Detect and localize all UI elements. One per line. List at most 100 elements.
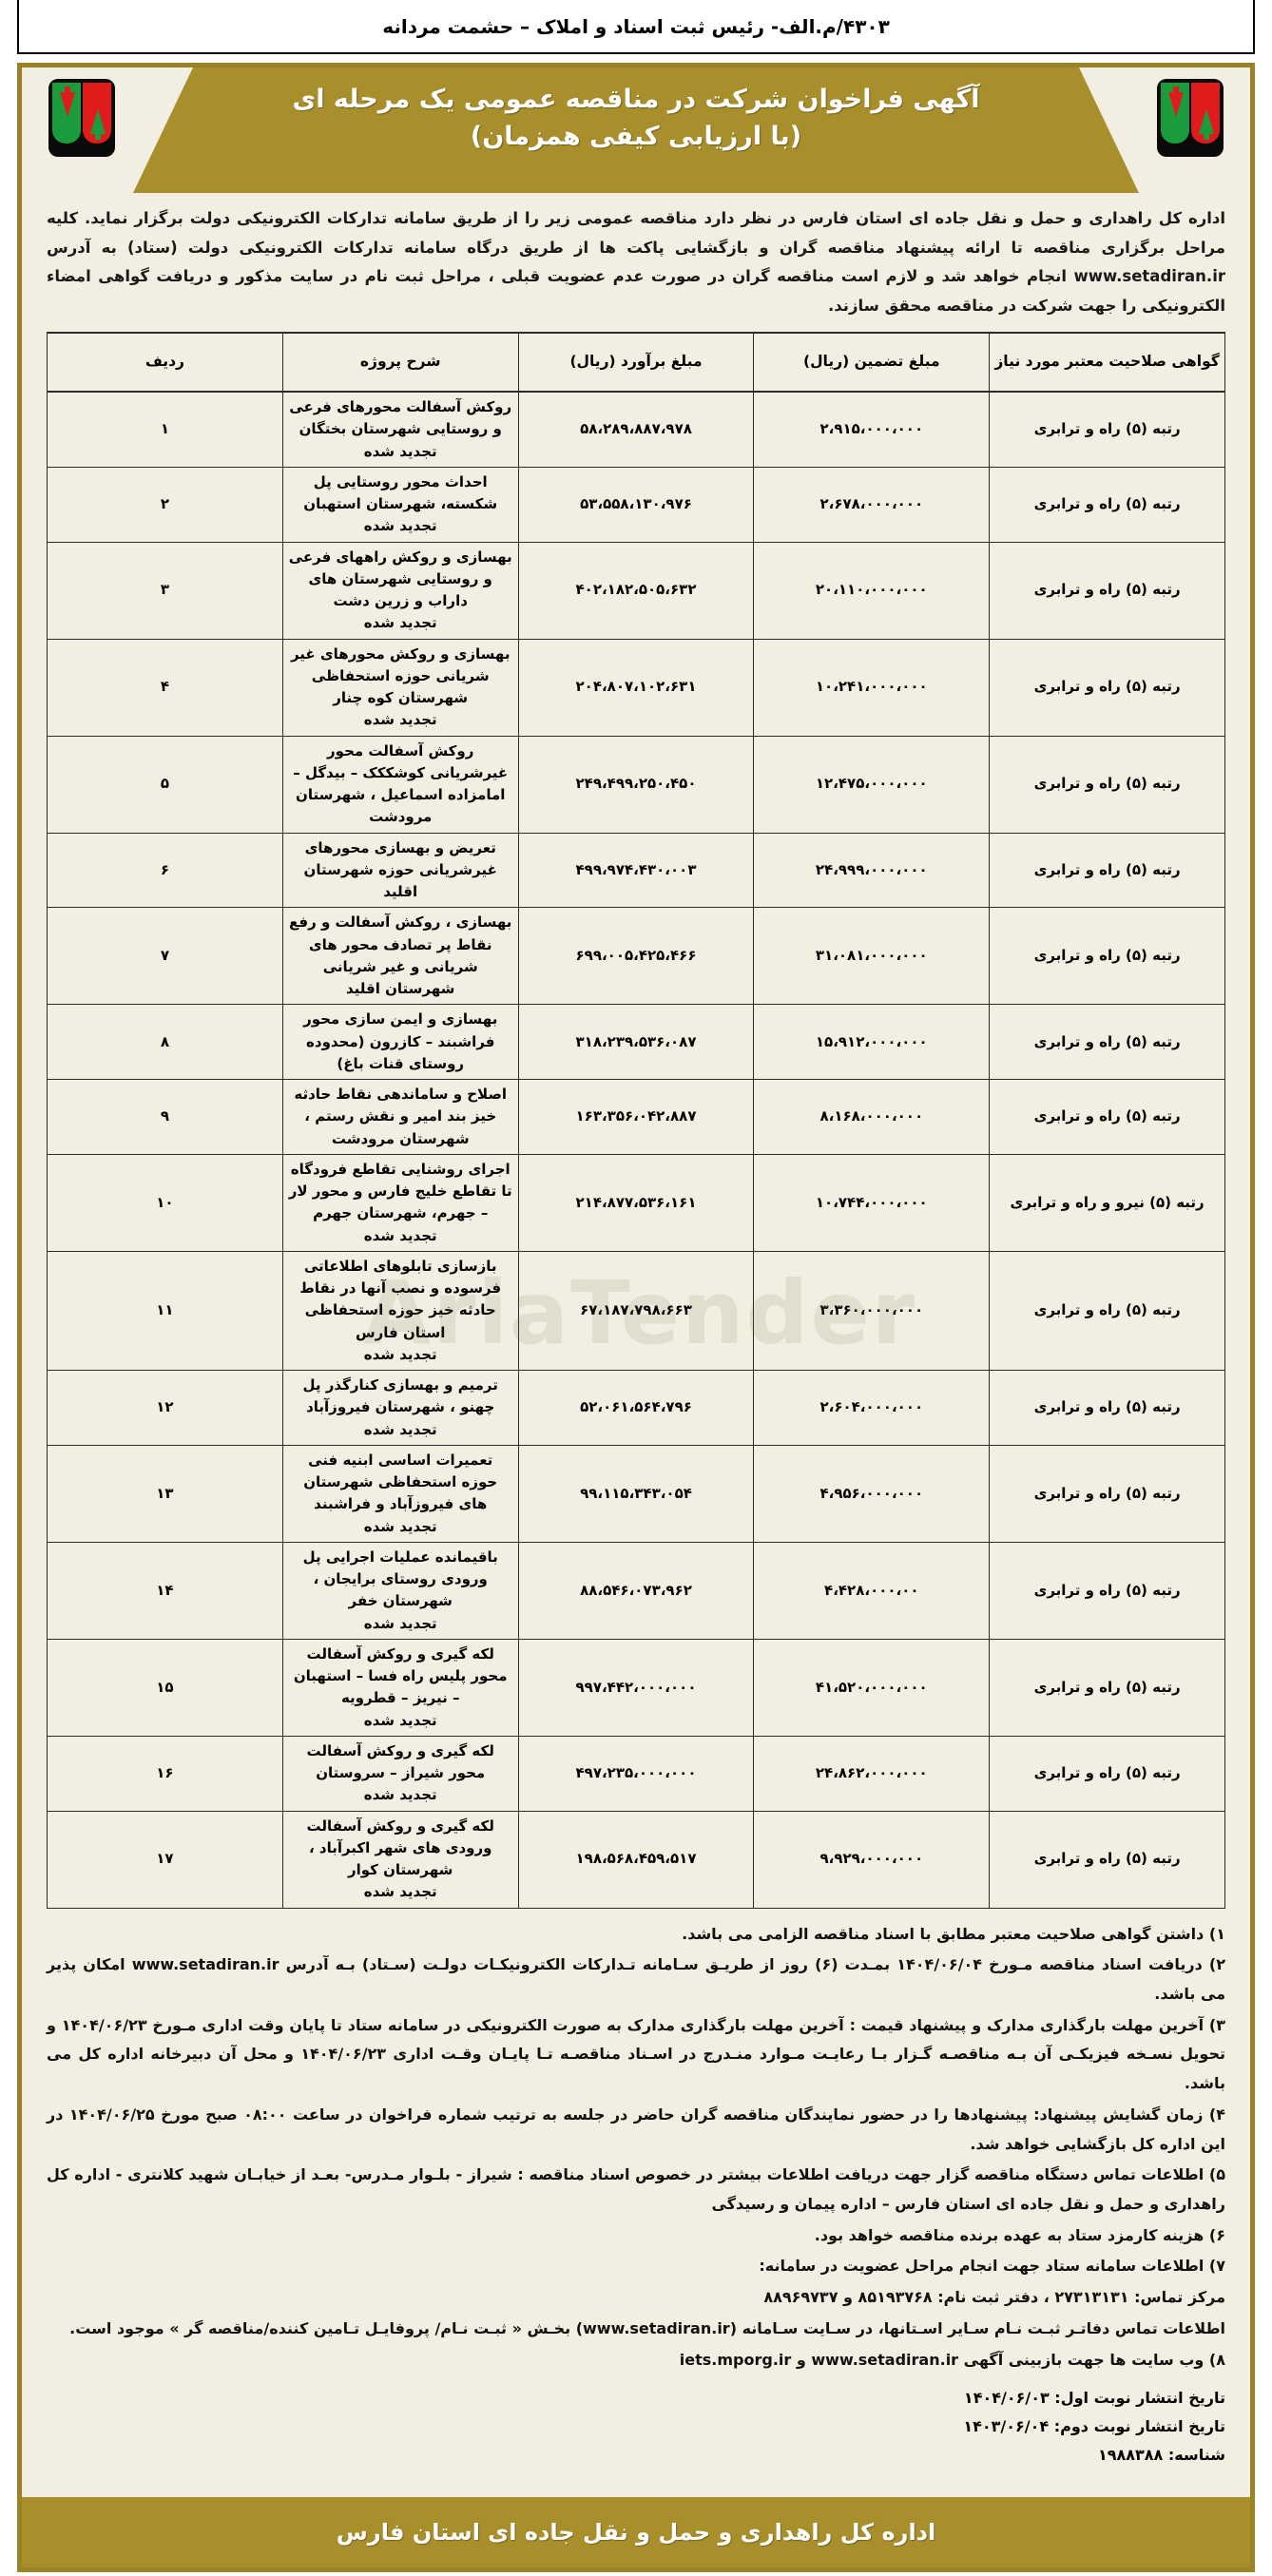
cell-guarantee: ۲،۶۷۸،۰۰۰،۰۰۰ <box>753 466 991 543</box>
tender-table: گواهی صلاحیت معتبر مورد نیاز مبلغ تضمین … <box>47 332 1225 1909</box>
table-row: رتبه (۵) راه و ترابری ۱۰،۲۴۱،۰۰۰،۰۰۰ ۲۰۴،۸… <box>47 638 1225 737</box>
cell-estimate: ۴۹۹،۹۷۴،۴۳۰،۰۰۳ <box>517 832 755 909</box>
project-description: تعمیرات اساسی ابنیه فنی حوزه استحفاظی شه… <box>303 1451 498 1513</box>
note-item: ۶) هزینه کارمزد ستاد به عهده برنده مناقص… <box>814 2225 1225 2244</box>
cell-row-number: ۱۰ <box>47 1153 283 1252</box>
cell-guarantee: ۹،۹۲۹،۰۰۰،۰۰۰ <box>753 1810 991 1909</box>
project-description: روکش آسفالت محور غیرشریانی کوشککک – بیدگ… <box>293 741 509 826</box>
cell-guarantee: ۲،۶۰۴،۰۰۰،۰۰۰ <box>753 1370 991 1446</box>
note-item: ۴) زمان گشایش پیشنهاد: پیشنهادها را در ح… <box>47 2105 1225 2153</box>
cell-guarantee: ۴۱،۵۲۰،۰۰۰،۰۰۰ <box>753 1638 991 1737</box>
table-row: رتبه (۵) راه و ترابری ۲،۶۷۸،۰۰۰،۰۰۰ ۵۳،۵۵۸… <box>47 466 1225 543</box>
cell-certificate: رتبه (۵) راه و ترابری <box>989 541 1225 640</box>
cell-row-number: ۱۴ <box>47 1541 283 1640</box>
cell-certificate: رتبه (۵) راه و ترابری <box>989 391 1225 468</box>
renewed-badge: تجدید شده <box>363 442 437 460</box>
cell-certificate: رتبه (۵) راه و ترابری <box>989 735 1225 834</box>
cell-estimate: ۵۸،۲۸۹،۸۸۷،۹۷۸ <box>517 391 755 468</box>
cell-description: بهسازی و روکش محورهای غیر شریانی حوزه اس… <box>281 638 519 737</box>
footer-organization-name: اداره کل راهداری و حمل و نقل جاده ای است… <box>336 2519 936 2546</box>
project-description: روکش آسفالت محورهای فرعی و روستایی شهرست… <box>289 398 512 438</box>
cell-estimate: ۶۷،۱۸۷،۷۹۸،۶۶۳ <box>517 1250 755 1372</box>
renewed-badge: تجدید شده <box>363 1711 437 1729</box>
cell-certificate: رتبه (۵) راه و ترابری <box>989 466 1225 543</box>
cell-guarantee: ۴،۹۵۶،۰۰۰،۰۰۰ <box>753 1444 991 1543</box>
project-description: تعریض و بهسازی محورهای غیرشریانی حوزه شه… <box>303 838 497 901</box>
cell-estimate: ۹۹۷،۴۴۲،۰۰۰،۰۰۰ <box>517 1638 755 1737</box>
cell-guarantee: ۳،۳۶۰،۰۰۰،۰۰۰ <box>753 1250 991 1372</box>
cell-certificate: رتبه (۵) راه و ترابری <box>989 1444 1225 1543</box>
cell-guarantee: ۱۲،۴۷۵،۰۰۰،۰۰۰ <box>753 735 991 834</box>
project-description: اصلاح و ساماندهی نقاط حادثه خیز بند امیر… <box>294 1086 508 1147</box>
table-row: رتبه (۵) راه و ترابری ۳،۳۶۰،۰۰۰،۰۰۰ ۶۷،۱۸۷… <box>47 1250 1225 1372</box>
cell-row-number: ۱ <box>47 391 283 468</box>
registry-strip-text: ۴۳۰۳/م.الف- رئیس ثبت اسناد و املاک – حشم… <box>382 14 890 38</box>
cell-description: باقیمانده عملیات اجرایی پل ورودی روستای … <box>281 1541 519 1640</box>
cell-description: بازسازی تابلوهای اطلاعاتی فرسوده و نصب آ… <box>281 1250 519 1372</box>
cell-certificate: رتبه (۵) راه و ترابری <box>989 832 1225 909</box>
cell-guarantee: ۸،۱۶۸،۰۰۰،۰۰۰ <box>753 1079 991 1155</box>
renewed-badge: تجدید شده <box>363 1226 437 1244</box>
project-description: لکه گیری و روکش آسفالت محور پلیس راه فسا… <box>293 1644 508 1707</box>
intro-paragraph: اداره کل راهداری و حمل و نقل جاده ای است… <box>47 209 1225 315</box>
renewed-badge: تجدید شده <box>363 1614 437 1632</box>
renewed-badge: تجدید شده <box>363 517 437 535</box>
cell-description: تعریض و بهسازی محورهای غیرشریانی حوزه شه… <box>281 832 519 909</box>
cell-estimate: ۱۶۳،۳۵۶،۰۴۲،۸۸۷ <box>517 1079 755 1155</box>
cell-row-number: ۶ <box>47 832 283 909</box>
note-item: مرکز تماس: ۲۷۳۱۳۱۳۱ ، دفتر ثبت نام: ۸۵۱۹… <box>763 2288 1225 2307</box>
tender-table-body: رتبه (۵) راه و ترابری ۲،۹۱۵،۰۰۰،۰۰۰ ۵۸،۲۸۹… <box>47 391 1225 1909</box>
tender-table-wrapper: گواهی صلاحیت معتبر مورد نیاز مبلغ تضمین … <box>22 326 1250 1909</box>
cell-description: احداث محور روستایی پل شکسته، شهرستان است… <box>281 466 519 543</box>
cell-estimate: ۴۰۲،۱۸۲،۵۰۵،۶۳۲ <box>517 541 755 640</box>
cell-guarantee: ۲،۹۱۵،۰۰۰،۰۰۰ <box>753 391 991 468</box>
publish-date-second: تاریخ انتشار نوبت دوم: ۱۴۰۳/۰۶/۰۴ <box>963 2416 1225 2435</box>
table-row: رتبه (۵) راه و ترابری ۲،۹۱۵،۰۰۰،۰۰۰ ۵۸،۲۸۹… <box>47 391 1225 468</box>
cell-certificate: رتبه (۵) راه و ترابری <box>989 638 1225 737</box>
project-description: بهسازی ، روکش آسفالت و رفع نقاط پر تصادف… <box>289 913 512 998</box>
table-row: رتبه (۵) راه و ترابری ۳۱،۰۸۱،۰۰۰،۰۰۰ ۶۹۹،۰… <box>47 907 1225 1006</box>
project-description: بهسازی و روکش محورهای غیر شریانی حوزه اس… <box>290 644 511 707</box>
project-description: لکه گیری و روکش آسفالت ورودی های شهر اکب… <box>306 1817 494 1879</box>
table-header-row: گواهی صلاحیت معتبر مورد نیاز مبلغ تضمین … <box>47 332 1225 394</box>
cell-estimate: ۳۱۸،۲۳۹،۵۳۶،۰۸۷ <box>517 1004 755 1081</box>
renewed-badge: تجدید شده <box>363 711 437 729</box>
cell-estimate: ۴۹۷،۲۳۵،۰۰۰،۰۰۰ <box>517 1735 755 1812</box>
cell-guarantee: ۴،۴۲۸،۰۰۰،۰۰ <box>753 1541 991 1640</box>
cell-certificate: رتبه (۵) راه و ترابری <box>989 1810 1225 1909</box>
project-description: ترمیم و بهسازی کنارگذر پل چهنو ، شهرستان… <box>302 1376 498 1416</box>
cell-certificate: رتبه (۵) راه و ترابری <box>989 1638 1225 1737</box>
renewed-badge: تجدید شده <box>363 1883 437 1901</box>
project-description: لکه گیری و روکش آسفالت محور شیراز – سروس… <box>306 1741 494 1782</box>
project-description: باقیمانده عملیات اجرایی پل ورودی روستای … <box>302 1548 498 1610</box>
banner-title-line2: (با ارزیابی کیفی همزمان) <box>470 122 802 152</box>
cell-description: لکه گیری و روکش آسفالت محور شیراز – سروس… <box>281 1735 519 1812</box>
table-row: رتبه (۵) راه و ترابری ۲۰،۱۱۰،۰۰۰،۰۰۰ ۴۰۲،۱… <box>47 541 1225 640</box>
cell-description: ترمیم و بهسازی کنارگذر پل چهنو ، شهرستان… <box>281 1370 519 1446</box>
note-item: ۸) وب سایت ها جهت بازبینی آگهی www.setad… <box>679 2350 1225 2369</box>
notes-list: ۱) داشتن گواهی صلاحیت معتبر مطابق با اسن… <box>22 1909 1250 2381</box>
page-footer: اداره کل راهداری و حمل و نقل جاده ای است… <box>22 2497 1250 2567</box>
cell-certificate: رتبه (۵) راه و ترابری <box>989 1735 1225 1812</box>
cell-certificate: رتبه (۵) راه و ترابری <box>989 1250 1225 1372</box>
cell-description: تعمیرات اساسی ابنیه فنی حوزه استحفاظی شه… <box>281 1444 519 1543</box>
cell-description: بهسازی ، روکش آسفالت و رفع نقاط پر تصادف… <box>281 907 519 1006</box>
note-item: ۱) داشتن گواهی صلاحیت معتبر مطابق با اسن… <box>682 1924 1225 1943</box>
cell-row-number: ۱۱ <box>47 1250 283 1372</box>
cell-estimate: ۵۳،۵۵۸،۱۳۰،۹۷۶ <box>517 466 755 543</box>
note-item: ۵) اطلاعات تماس دستگاه مناقصه گزار جهت د… <box>47 2165 1225 2214</box>
cell-row-number: ۱۶ <box>47 1735 283 1812</box>
cell-certificate: رتبه (۵) راه و ترابری <box>989 1370 1225 1446</box>
cell-row-number: ۴ <box>47 638 283 737</box>
cell-description: بهسازی و ایمن سازی محور فراشبند – کازرون… <box>281 1004 519 1081</box>
cell-guarantee: ۲۴،۸۶۲،۰۰۰،۰۰۰ <box>753 1735 991 1812</box>
table-row: رتبه (۵) راه و ترابری ۱۵،۹۱۲،۰۰۰،۰۰۰ ۳۱۸،۲… <box>47 1004 1225 1081</box>
cell-estimate: ۹۹،۱۱۵،۳۴۳،۰۵۴ <box>517 1444 755 1543</box>
table-row: رتبه (۵) راه و ترابری ۴،۴۲۸،۰۰۰،۰۰ ۸۸،۵۴۶،… <box>47 1541 1225 1640</box>
cell-guarantee: ۱۰،۷۴۴،۰۰۰،۰۰۰ <box>753 1153 991 1252</box>
page-banner: آگهی فراخوان شرکت در مناقصه عمومی یک مرح… <box>22 67 1250 193</box>
cell-row-number: ۱۷ <box>47 1810 283 1909</box>
cell-guarantee: ۲۴،۹۹۹،۰۰۰،۰۰۰ <box>753 832 991 909</box>
registry-strip: ۴۳۰۳/م.الف- رئیس ثبت اسناد و املاک – حشم… <box>17 0 1255 54</box>
header-description: شرح پروژه <box>281 332 519 394</box>
